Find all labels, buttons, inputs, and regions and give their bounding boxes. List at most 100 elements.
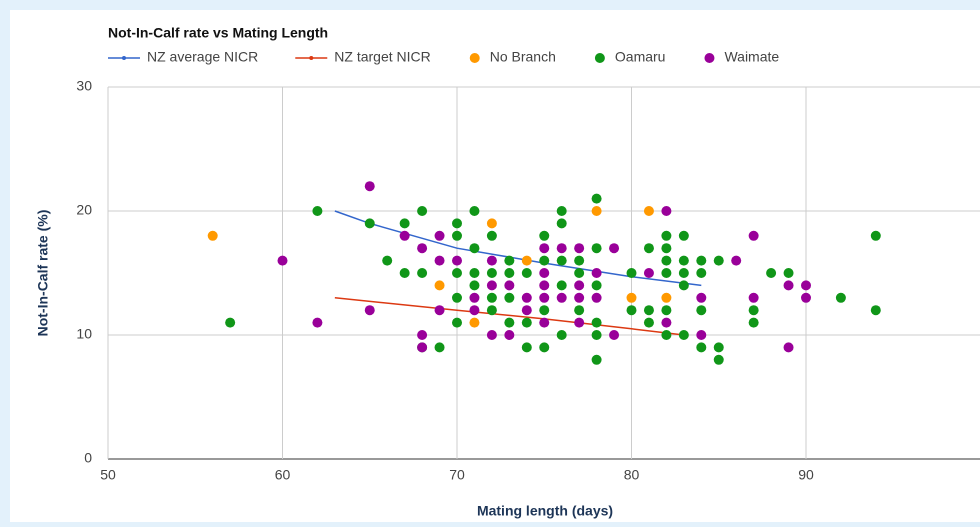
scatter-point bbox=[661, 243, 671, 253]
scatter-point bbox=[679, 256, 689, 266]
scatter-point bbox=[452, 218, 462, 228]
scatter-point bbox=[504, 318, 514, 328]
legend-swatch-dot bbox=[122, 56, 126, 60]
scatter-point bbox=[714, 256, 724, 266]
scatter-point bbox=[504, 268, 514, 278]
scatter-point bbox=[574, 305, 584, 315]
chart-title: Not-In-Calf rate vs Mating Length bbox=[108, 25, 328, 41]
scatter-point bbox=[504, 293, 514, 303]
scatter-point bbox=[539, 256, 549, 266]
scatter-point bbox=[539, 268, 549, 278]
scatter-point bbox=[714, 342, 724, 352]
scatter-point bbox=[592, 293, 602, 303]
scatter-point bbox=[871, 305, 881, 315]
scatter-point bbox=[487, 268, 497, 278]
scatter-point bbox=[522, 268, 532, 278]
scatter-point bbox=[539, 318, 549, 328]
scatter-point bbox=[382, 256, 392, 266]
scatter-point bbox=[696, 342, 706, 352]
scatter-point bbox=[627, 305, 637, 315]
scatter-point bbox=[365, 181, 375, 191]
scatter-point bbox=[644, 206, 654, 216]
scatter-point bbox=[592, 268, 602, 278]
scatter-point bbox=[225, 318, 235, 328]
scatter-point bbox=[469, 318, 479, 328]
x-tick-label: 80 bbox=[624, 467, 640, 483]
scatter-point bbox=[784, 342, 794, 352]
scatter-point bbox=[504, 256, 514, 266]
scatter-point bbox=[801, 293, 811, 303]
scatter-point bbox=[452, 293, 462, 303]
scatter-point bbox=[522, 318, 532, 328]
scatter-point bbox=[452, 318, 462, 328]
legend-label: NZ average NICR bbox=[147, 49, 258, 65]
scatter-point bbox=[469, 206, 479, 216]
scatter-point bbox=[679, 330, 689, 340]
scatter-point bbox=[312, 318, 322, 328]
legend-swatch bbox=[704, 53, 714, 63]
scatter-point bbox=[784, 280, 794, 290]
scatter-point bbox=[871, 231, 881, 241]
scatter-point bbox=[522, 256, 532, 266]
scatter-point bbox=[644, 318, 654, 328]
scatter-point bbox=[574, 318, 584, 328]
scatter-point bbox=[487, 231, 497, 241]
scatter-point bbox=[522, 293, 532, 303]
scatter-point bbox=[627, 268, 637, 278]
x-tick-label: 60 bbox=[275, 467, 291, 483]
scatter-point bbox=[435, 231, 445, 241]
scatter-point bbox=[749, 305, 759, 315]
y-axis-title: Not-In-Calf rate (%) bbox=[35, 210, 51, 337]
scatter-point bbox=[487, 256, 497, 266]
scatter-point bbox=[487, 218, 497, 228]
scatter-point bbox=[417, 342, 427, 352]
scatter-point bbox=[679, 231, 689, 241]
scatter-point bbox=[592, 194, 602, 204]
scatter-point bbox=[435, 256, 445, 266]
scatter-point bbox=[574, 280, 584, 290]
scatter-point bbox=[469, 268, 479, 278]
scatter-point bbox=[696, 268, 706, 278]
scatter-point bbox=[452, 256, 462, 266]
scatter-point bbox=[696, 256, 706, 266]
scatter-point bbox=[661, 330, 671, 340]
scatter-point bbox=[557, 206, 567, 216]
scatter-point bbox=[766, 268, 776, 278]
scatter-point bbox=[784, 268, 794, 278]
scatter-point bbox=[539, 342, 549, 352]
legend-swatch bbox=[595, 53, 605, 63]
scatter-point bbox=[749, 231, 759, 241]
scatter-point bbox=[365, 305, 375, 315]
scatter-point bbox=[400, 231, 410, 241]
scatter-point bbox=[592, 355, 602, 365]
scatter-point bbox=[487, 280, 497, 290]
scatter-point bbox=[557, 280, 567, 290]
scatter-point bbox=[696, 293, 706, 303]
scatter-point bbox=[644, 305, 654, 315]
scatter-point bbox=[574, 293, 584, 303]
scatter-point bbox=[557, 330, 567, 340]
scatter-point bbox=[557, 256, 567, 266]
y-tick-label: 10 bbox=[76, 326, 92, 342]
scatter-point bbox=[661, 293, 671, 303]
scatter-point bbox=[627, 293, 637, 303]
scatter-point bbox=[592, 206, 602, 216]
scatter-point bbox=[749, 318, 759, 328]
legend-swatch-dot bbox=[309, 56, 313, 60]
x-axis-title: Mating length (days) bbox=[477, 503, 613, 519]
scatter-point bbox=[644, 268, 654, 278]
scatter-point bbox=[539, 305, 549, 315]
scatter-point bbox=[400, 218, 410, 228]
scatter-point bbox=[504, 330, 514, 340]
scatter-point bbox=[452, 268, 462, 278]
scatter-point bbox=[417, 330, 427, 340]
scatter-point bbox=[644, 243, 654, 253]
scatter-point bbox=[539, 293, 549, 303]
scatter-point bbox=[661, 231, 671, 241]
scatter-point bbox=[661, 206, 671, 216]
scatter-point bbox=[661, 268, 671, 278]
scatter-point bbox=[417, 268, 427, 278]
scatter-point bbox=[522, 342, 532, 352]
scatter-point bbox=[487, 305, 497, 315]
scatter-point bbox=[592, 243, 602, 253]
